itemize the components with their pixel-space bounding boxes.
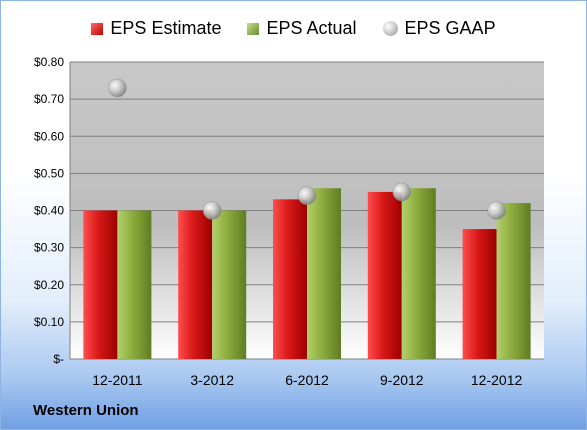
y-tick-label: $0.50 [34, 166, 64, 180]
eps-estimate-bar [273, 199, 307, 359]
eps-estimate-bar [178, 210, 213, 359]
eps-actual-bar [117, 210, 152, 359]
legend-item-eps-gaap: EPS GAAP [382, 18, 496, 39]
legend-label-eps-actual: EPS Actual [266, 18, 357, 38]
eps-gaap-marker [392, 182, 412, 202]
eps-actual-bar [401, 188, 436, 359]
legend-swatch-eps-gaap [382, 21, 398, 36]
y-tick-label: $- [53, 352, 64, 366]
y-tick-label: $0.70 [34, 92, 64, 106]
eps-gaap-marker [202, 201, 222, 220]
eps-estimate-bar [367, 191, 402, 359]
y-tick-label: $0.80 [34, 55, 64, 69]
y-tick-label: $0.30 [34, 241, 64, 255]
legend-label-eps-gaap: EPS GAAP [404, 18, 496, 38]
chart-legend: EPS Estimate EPS Actual EPS GAAP [0, 18, 587, 39]
eps-gaap-marker [297, 186, 317, 205]
legend-swatch-eps-actual [247, 22, 260, 35]
eps-estimate-bar [462, 229, 497, 359]
eps-actual-bar [212, 210, 247, 359]
x-tick-label: 9-2012 [380, 372, 424, 388]
y-tick-label: $0.10 [34, 315, 64, 329]
x-tick-label: 12-2012 [471, 372, 523, 388]
eps-estimate-bar [83, 210, 118, 359]
legend-label-eps-estimate: EPS Estimate [110, 18, 222, 38]
y-tick-label: $0.40 [34, 204, 64, 218]
eps-gaap-marker [108, 78, 127, 98]
y-tick-label: $0.60 [34, 129, 64, 143]
legend-item-eps-actual: EPS Actual [247, 18, 357, 39]
x-tick-label: 6-2012 [285, 372, 329, 388]
x-tick-label: 3-2012 [190, 372, 234, 388]
eps-actual-bar [307, 188, 341, 359]
y-tick-label: $0.20 [34, 278, 64, 292]
company-name: Western Union [33, 402, 139, 419]
eps-actual-bar [496, 203, 531, 359]
eps-gaap-marker [487, 201, 506, 220]
legend-item-eps-estimate: EPS Estimate [91, 18, 221, 39]
legend-swatch-eps-estimate [91, 22, 104, 35]
x-tick-label: 12-2011 [92, 372, 143, 388]
